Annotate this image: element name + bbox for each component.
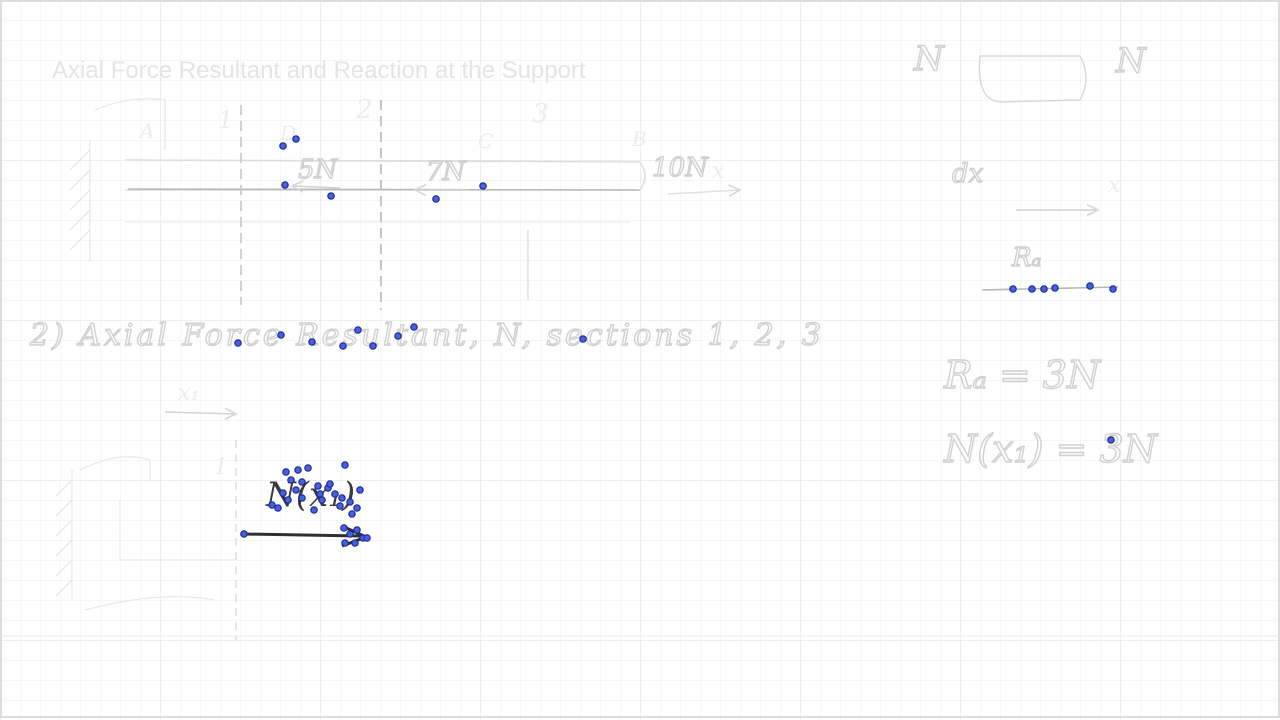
free-body-element — [978, 55, 1087, 103]
pen-stroke-point-icon — [346, 530, 354, 538]
equation-reaction: Rₐ = 3N — [943, 353, 1102, 397]
pen-stroke-point-icon — [336, 502, 344, 510]
wall-support — [69, 98, 166, 262]
pen-stroke-point-icon — [308, 338, 316, 346]
pen-stroke-point-icon — [277, 331, 285, 339]
section-subtitle: 2) Axial Force Resultant, N, sections 1,… — [29, 318, 824, 353]
pen-stroke-point-icon — [353, 504, 361, 512]
dx-label: dx — [952, 159, 984, 189]
pen-stroke-point-icon — [298, 478, 306, 486]
pen-stroke-point-icon — [281, 181, 289, 189]
pen-stroke-point-icon — [298, 494, 306, 502]
pen-markers — [234, 135, 1117, 547]
pen-stroke-point-icon — [1107, 436, 1115, 444]
pen-stroke-point-icon — [1028, 285, 1036, 293]
pen-stroke-point-icon — [279, 489, 287, 497]
pen-stroke-point-icon — [292, 486, 300, 494]
pen-stroke-point-icon — [284, 496, 292, 504]
pen-stroke-point-icon — [579, 335, 587, 343]
point-label-c: C — [478, 129, 493, 153]
right-panel: N N dx x Rₐ Rₐ = 3N N(x₁) = 3N — [912, 38, 1159, 471]
load-label-10n: 10N — [652, 153, 709, 183]
pen-stroke-point-icon — [353, 526, 361, 534]
section-label-2: 2 — [355, 95, 373, 125]
section-label-3: 3 — [532, 99, 549, 129]
point-label-d: D — [279, 121, 296, 145]
pen-stroke-point-icon — [340, 524, 348, 532]
pen-stroke-point-icon — [287, 476, 295, 484]
reaction-line — [981, 286, 1119, 291]
pen-stroke-point-icon — [282, 468, 290, 476]
pen-stroke-point-icon — [1086, 282, 1094, 290]
pen-stroke-point-icon — [331, 490, 339, 498]
pen-stroke-point-icon — [410, 323, 418, 331]
pen-stroke-point-icon — [394, 332, 402, 340]
cut-x-label: x₁ — [178, 381, 199, 406]
point-label-a: A — [138, 119, 154, 143]
equation-internal-force: N(x₁) = 3N — [943, 427, 1159, 471]
n-left-label: N — [913, 39, 945, 79]
load-arrow-10n — [667, 190, 740, 194]
beam-axis-line — [127, 188, 641, 191]
load-arrow-5n — [292, 186, 341, 188]
pen-stroke-point-icon — [1009, 285, 1017, 293]
pen-stroke-point-icon — [316, 490, 324, 498]
section-label-1: 1 — [218, 106, 233, 134]
pen-stroke-point-icon — [292, 135, 300, 143]
pen-stroke-point-icon — [268, 501, 276, 509]
pen-stroke-point-icon — [341, 461, 349, 469]
load-label-5n: 5N — [298, 155, 339, 185]
pen-stroke-point-icon — [338, 494, 346, 502]
pen-stroke-point-icon — [326, 480, 334, 488]
beam-outline — [124, 159, 646, 191]
pen-stroke-point-icon — [341, 539, 349, 547]
panel-x-label: x — [1108, 173, 1121, 198]
pen-stroke-point-icon — [294, 466, 302, 474]
pen-stroke-point-icon — [432, 195, 440, 203]
pen-stroke-point-icon — [274, 504, 282, 512]
reaction-label: Rₐ — [1011, 243, 1041, 273]
pen-stroke-point-icon — [310, 506, 318, 514]
n-right-label: N — [1115, 41, 1147, 81]
cut-x-arrow — [164, 412, 236, 414]
pen-stroke-point-icon — [369, 342, 377, 350]
pen-stroke-point-icon — [346, 498, 354, 506]
beam-diagram: 1 2 3 A B C D 5N 7N 10N x — [69, 95, 740, 310]
pen-stroke-point-icon — [363, 534, 371, 542]
pen-stroke-point-icon — [240, 530, 248, 538]
diagram-title: Axial Force Resultant and Reaction at th… — [52, 57, 586, 84]
pen-stroke-point-icon — [348, 510, 356, 518]
pen-stroke-point-icon — [314, 482, 322, 490]
pen-stroke-point-icon — [354, 326, 362, 334]
pen-stroke-point-icon — [356, 486, 364, 494]
pen-stroke-point-icon — [351, 539, 359, 547]
pen-stroke-point-icon — [327, 192, 335, 200]
cut-section-label: 1 — [214, 455, 228, 480]
load-label-7n: 7N — [426, 157, 467, 187]
pen-stroke-point-icon — [479, 182, 487, 190]
pen-stroke-point-icon — [304, 464, 312, 472]
beam-axis-x-label: x — [712, 159, 725, 184]
pen-stroke-point-icon — [234, 339, 242, 347]
point-label-b: B — [631, 127, 647, 151]
pen-stroke-point-icon — [1051, 284, 1059, 292]
pen-stroke-point-icon — [1040, 285, 1048, 293]
cut-wall-support — [55, 456, 235, 611]
pen-stroke-point-icon — [279, 142, 287, 150]
pen-stroke-point-icon — [339, 342, 347, 350]
pen-stroke-point-icon — [1109, 285, 1117, 293]
